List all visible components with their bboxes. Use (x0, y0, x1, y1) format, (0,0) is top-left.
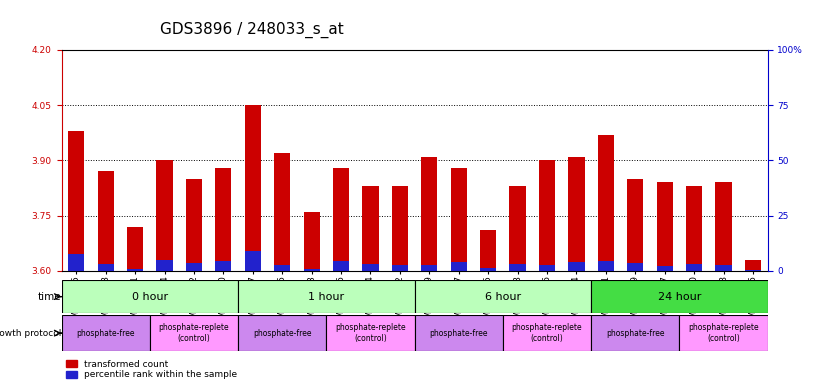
Bar (598, 134, 614, 271)
Text: phosphate-free: phosphate-free (429, 329, 488, 338)
Bar (568, 262, 585, 271)
Bar (245, 251, 261, 271)
Bar (362, 264, 378, 271)
Bar (238, 280, 415, 313)
Bar (686, 186, 702, 271)
Legend: transformed count, percentile rank within the sample: transformed count, percentile rank withi… (66, 360, 237, 379)
Bar (451, 168, 467, 271)
Bar (568, 157, 585, 271)
Bar (680, 315, 768, 351)
Bar (157, 260, 172, 271)
Bar (157, 161, 172, 271)
Bar (421, 265, 438, 271)
Bar (627, 179, 644, 271)
Bar (421, 157, 438, 271)
Bar (304, 212, 319, 271)
Text: phosphate-replete
(control): phosphate-replete (control) (335, 323, 406, 343)
Text: phosphate-free: phosphate-free (253, 329, 311, 338)
Text: phosphate-replete
(control): phosphate-replete (control) (688, 323, 759, 343)
Bar (238, 315, 327, 351)
Text: growth protocol: growth protocol (0, 329, 61, 338)
Text: time: time (38, 291, 61, 302)
Bar (392, 265, 408, 271)
Bar (333, 262, 349, 271)
Text: phosphate-free: phosphate-free (606, 329, 664, 338)
Bar (149, 315, 238, 351)
Bar (657, 182, 672, 271)
Bar (127, 270, 143, 271)
Bar (657, 266, 672, 271)
Text: GDS3896 / 248033_s_at: GDS3896 / 248033_s_at (160, 22, 344, 38)
Bar (686, 264, 702, 271)
Text: phosphate-replete
(control): phosphate-replete (control) (158, 323, 229, 343)
Bar (480, 268, 496, 271)
Bar (62, 280, 238, 313)
Bar (186, 179, 202, 271)
Bar (451, 263, 467, 271)
Bar (68, 131, 85, 271)
Bar (98, 264, 114, 271)
Bar (715, 182, 732, 271)
Bar (510, 186, 525, 271)
Text: 0 hour: 0 hour (131, 291, 168, 302)
Bar (539, 265, 555, 271)
Text: 1 hour: 1 hour (308, 291, 345, 302)
Bar (510, 264, 525, 271)
Text: 6 hour: 6 hour (484, 291, 521, 302)
Bar (62, 315, 149, 351)
Text: 24 hour: 24 hour (658, 291, 701, 302)
Bar (274, 265, 291, 271)
Bar (415, 280, 591, 313)
Bar (274, 153, 291, 271)
Bar (215, 262, 232, 271)
Text: phosphate-replete
(control): phosphate-replete (control) (511, 323, 582, 343)
Bar (98, 171, 114, 271)
Bar (539, 161, 555, 271)
Bar (127, 227, 143, 271)
Bar (362, 186, 378, 271)
Bar (591, 315, 680, 351)
Bar (591, 280, 768, 313)
Bar (392, 186, 408, 271)
Bar (480, 230, 496, 271)
Bar (304, 269, 319, 271)
Bar (215, 168, 232, 271)
Bar (627, 263, 644, 271)
Bar (415, 315, 502, 351)
Bar (745, 260, 761, 271)
Bar (68, 254, 85, 271)
Bar (327, 315, 415, 351)
Bar (186, 263, 202, 271)
Bar (598, 261, 614, 271)
Text: phosphate-free: phosphate-free (76, 329, 135, 338)
Bar (333, 168, 349, 271)
Bar (715, 265, 732, 271)
Bar (245, 105, 261, 271)
Bar (502, 315, 591, 351)
